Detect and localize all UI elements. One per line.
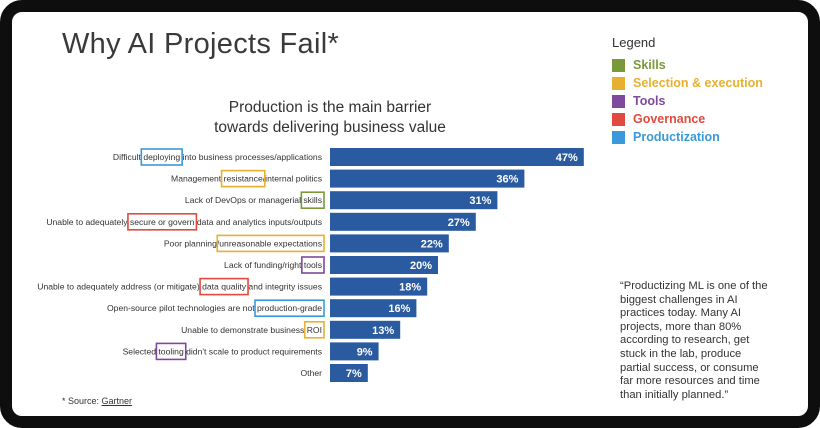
legend-label: Selection & execution: [633, 76, 763, 90]
bar-value-label: 47%: [556, 152, 578, 164]
legend-swatch: [612, 112, 625, 126]
legend-label: Tools: [633, 94, 666, 108]
bar-value-label: 7%: [346, 368, 362, 380]
bar: [330, 148, 584, 166]
category-label: Lack of DevOps or managerial skills: [185, 195, 322, 205]
bar: [330, 234, 449, 253]
bar: [330, 191, 498, 210]
category-label: Other: [301, 368, 323, 378]
legend-label: Productization: [633, 130, 720, 144]
bar-value-label: 20%: [410, 260, 432, 272]
keyword-highlight-box: [301, 256, 325, 274]
category-label: Open-source pilot technologies are not p…: [107, 303, 322, 313]
legend-swatch: [612, 58, 625, 72]
keyword-highlight-box: [303, 320, 325, 339]
legend-label: Governance: [633, 112, 706, 126]
source-prefix: * Source:: [62, 396, 102, 406]
legend-swatch: [612, 94, 625, 108]
category-label: Unable to adequately address (or mitigat…: [37, 282, 322, 292]
bar-value-label: 36%: [496, 174, 518, 186]
bar-value-label: 27%: [448, 217, 470, 229]
legend: Legend Skills Selection & execution Tool…: [612, 35, 763, 146]
legend-swatch: [612, 76, 625, 90]
bar: [330, 212, 476, 231]
category-label: Management resistance/internal politics: [171, 174, 322, 184]
chart-title-line-1: Production is the main barrier: [228, 99, 432, 116]
keyword-highlight-box: [220, 169, 266, 188]
category-label: Selected tooling didn't scale to product…: [123, 346, 322, 356]
keyword-highlight-box: [199, 277, 249, 296]
bar-value-label: 16%: [388, 303, 410, 315]
bar-value-label: 9%: [357, 346, 373, 358]
keyword-highlight-box: [216, 234, 325, 253]
category-label: Difficult deploying into business proces…: [113, 152, 322, 162]
keyword-highlight-box: [300, 191, 325, 209]
bar: [330, 256, 438, 274]
category-label: Unable to adequately secure or govern da…: [46, 217, 322, 227]
page-title: Why AI Projects Fail*: [62, 28, 340, 60]
bar: [330, 277, 428, 296]
bar: [330, 342, 379, 361]
bar-value-label: 31%: [469, 195, 491, 207]
legend-item-governance: Governance: [612, 110, 763, 128]
chart-title: Production is the main barrier towards d…: [195, 98, 465, 138]
legend-item-selection-execution: Selection & execution: [612, 74, 763, 92]
keyword-highlight-box: [127, 213, 198, 231]
bar-value-label: 22%: [421, 238, 443, 250]
bar-value-label: 13%: [372, 325, 394, 337]
bar: [330, 169, 525, 188]
source-link[interactable]: Gartner: [101, 396, 133, 406]
bar-value-label: 18%: [399, 282, 421, 294]
category-label: Lack of funding/right tools: [224, 260, 322, 270]
legend-label: Skills: [633, 58, 666, 72]
bar: [330, 299, 417, 318]
keyword-highlight-box: [254, 299, 325, 318]
legend-item-tools: Tools: [612, 92, 763, 110]
legend-item-skills: Skills: [612, 56, 763, 74]
category-label: Poor planning/unreasonable expectations: [164, 238, 322, 248]
quote-text: “Productizing ML is one of the biggest c…: [620, 280, 768, 401]
source-note: * Source: Gartner: [62, 396, 132, 406]
legend-swatch: [612, 130, 625, 144]
legend-item-productization: Productization: [612, 128, 763, 146]
category-label: Unable to demonstrate business ROI: [181, 325, 322, 335]
bar: [330, 320, 401, 339]
legend-title: Legend: [612, 35, 656, 50]
keyword-highlight-box: [140, 148, 183, 166]
chart-title-line-2: towards delivering business value: [214, 119, 446, 136]
bar: [330, 364, 368, 382]
keyword-highlight-box: [155, 342, 187, 361]
